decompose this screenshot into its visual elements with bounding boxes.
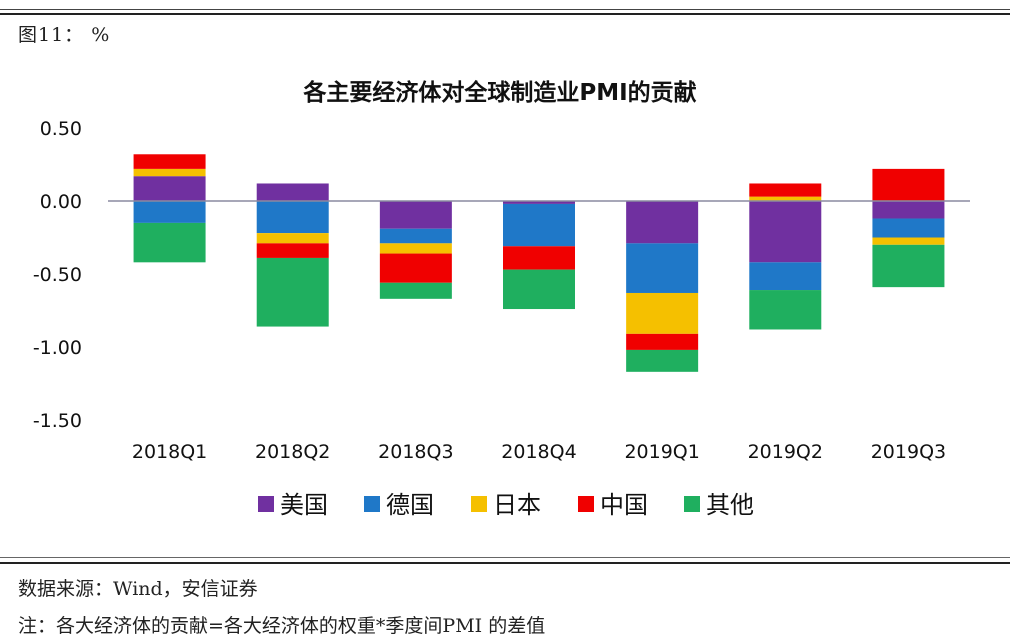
bars — [133, 154, 945, 372]
bar-other-2018q1 — [133, 222, 206, 263]
bar-de-2018q3 — [379, 228, 452, 244]
top-rule-thick — [0, 13, 1010, 15]
legend: 美国 德国 日本 中国 其他 — [258, 491, 754, 519]
legend-swatch-other — [684, 496, 700, 512]
x-tick-label: 2018Q1 — [132, 441, 207, 463]
figure-label: 图11： % — [18, 24, 111, 46]
bar-us-2018q4 — [503, 201, 575, 204]
y-axis: 0.50 0.00 -0.50 -1.00 -1.50 — [33, 118, 82, 432]
bar-jp-2018q3 — [379, 243, 452, 254]
source-note: 数据来源：Wind，安信证券 — [18, 578, 258, 600]
top-rule-thin — [0, 9, 1010, 10]
legend-label-us: 美国 — [280, 491, 328, 519]
bar-de-2019q2 — [749, 262, 822, 291]
y-tick-label: -1.50 — [33, 410, 82, 432]
bar-us-2019q2 — [749, 201, 822, 263]
bar-other-2018q3 — [379, 282, 452, 299]
x-tick-label: 2019Q2 — [748, 441, 823, 463]
x-tick-label: 2018Q3 — [378, 441, 453, 463]
legend-label-other: 其他 — [706, 491, 754, 519]
legend-swatch-de — [364, 496, 380, 512]
y-tick-label: -1.00 — [33, 337, 82, 359]
bar-de-2018q2 — [256, 201, 329, 234]
bar-other-2018q2 — [256, 257, 329, 327]
x-axis: 2018Q1 2018Q2 2018Q3 2018Q4 2019Q1 2019Q2 2019… — [132, 441, 946, 463]
bar-other-2019q2 — [749, 290, 822, 330]
bar-de-2019q3 — [872, 218, 945, 238]
legend-label-de: 德国 — [386, 491, 434, 519]
bar-de-2018q1 — [133, 201, 206, 223]
bar-us-2018q1 — [133, 176, 206, 201]
bar-us-2018q3 — [379, 201, 452, 229]
legend-label-cn: 中国 — [600, 491, 648, 519]
stacked-bar-chart: 各主要经济体对全球制造业PMI的贡献 0.50 0.00 -0.50 -1.00 -1.… — [33, 79, 970, 519]
y-tick-label: -0.50 — [33, 264, 82, 286]
bar-de-2019q1 — [626, 243, 699, 293]
y-tick-label: 0.00 — [40, 191, 82, 213]
x-tick-label: 2018Q4 — [501, 441, 576, 463]
bar-us-2018q2 — [256, 183, 329, 201]
bar-other-2019q3 — [872, 244, 945, 288]
x-tick-label: 2018Q2 — [255, 441, 330, 463]
x-tick-label: 2019Q1 — [624, 441, 699, 463]
bar-jp-2018q1 — [133, 168, 206, 177]
bar-us-2019q3 — [872, 201, 945, 219]
formula-note: 注：各大经济体的贡献=各大经济体的权重*季度间PMI 的差值 — [18, 615, 546, 637]
bar-jp-2018q2 — [256, 233, 329, 244]
bottom-rule-thin — [0, 557, 1010, 558]
legend-swatch-us — [258, 496, 274, 512]
y-tick-label: 0.50 — [40, 118, 82, 140]
legend-swatch-jp — [471, 496, 487, 512]
bar-cn-2018q4 — [503, 246, 575, 270]
chart-title: 各主要经济体对全球制造业PMI的贡献 — [302, 79, 696, 106]
bar-other-2018q4 — [503, 269, 575, 310]
x-tick-label: 2019Q3 — [871, 441, 946, 463]
bar-cn-2019q1 — [626, 333, 699, 350]
bar-cn-2019q3 — [872, 168, 945, 201]
bar-other-2019q1 — [626, 349, 699, 372]
bottom-rule-thick — [0, 562, 1010, 564]
legend-label-jp: 日本 — [493, 491, 541, 519]
bar-cn-2018q3 — [379, 253, 452, 283]
bar-cn-2018q2 — [256, 243, 329, 258]
bar-jp-2019q2 — [749, 196, 822, 201]
bar-cn-2018q1 — [133, 154, 206, 169]
bar-us-2019q1 — [626, 201, 699, 244]
bar-cn-2019q2 — [749, 183, 822, 197]
legend-swatch-cn — [578, 496, 594, 512]
bar-jp-2019q1 — [626, 292, 699, 334]
bar-jp-2019q3 — [872, 237, 945, 245]
bar-de-2018q4 — [503, 203, 575, 247]
